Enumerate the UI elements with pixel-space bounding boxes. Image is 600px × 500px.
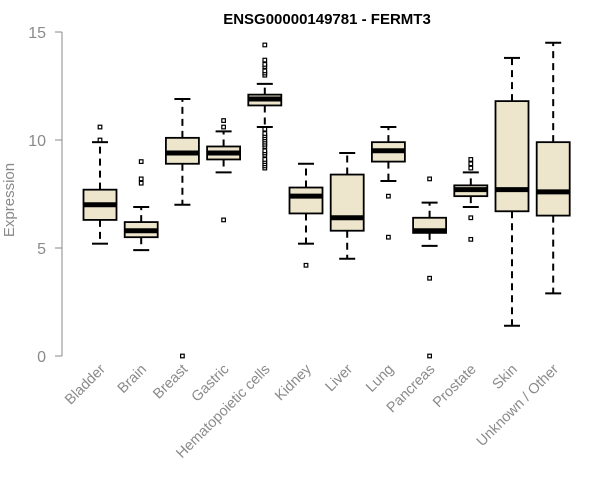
- outlier-point: [262, 126, 268, 132]
- iqr-box: [329, 173, 365, 232]
- iqr-box: [535, 141, 571, 217]
- box-skin: [494, 56, 530, 327]
- box-liver: [329, 151, 365, 260]
- outlier-point: [262, 61, 268, 67]
- y-axis: 0 5 10 15: [28, 25, 63, 366]
- box-unknown-other: [535, 41, 571, 295]
- box-pancreas: [412, 176, 448, 359]
- outlier-point: [262, 68, 268, 74]
- iqr-box: [288, 186, 324, 215]
- x-tick-label: Skin: [490, 362, 521, 393]
- box-brain: [123, 159, 159, 252]
- outlier-point: [262, 157, 268, 162]
- outlier-point: [468, 215, 474, 221]
- outlier-point: [468, 165, 474, 171]
- outlier-point: [262, 148, 268, 154]
- boxplot-series: [82, 41, 571, 359]
- outlier-point: [303, 262, 309, 268]
- x-tick-label: Prostate: [430, 362, 479, 411]
- y-tick-label: 15: [28, 25, 46, 42]
- y-tick-label: 5: [37, 241, 46, 258]
- outlier-point: [468, 161, 474, 167]
- outlier-point: [427, 176, 432, 182]
- box-hematopoietic-cells: [247, 42, 283, 171]
- outlier-point: [386, 193, 391, 199]
- outlier-point: [221, 217, 227, 223]
- outlier-point: [262, 42, 268, 48]
- outlier-point: [262, 131, 268, 136]
- x-tick-label: Brain: [115, 362, 150, 397]
- outlier-point: [468, 157, 474, 162]
- outlier-point: [427, 353, 432, 359]
- outlier-point: [97, 124, 103, 130]
- outlier-point: [468, 236, 474, 242]
- outlier-point: [221, 124, 227, 130]
- x-tick-label: Bladder: [62, 361, 109, 408]
- outlier-point: [262, 57, 268, 63]
- box-prostate: [453, 157, 489, 242]
- chart-title: ENSG00000149781 - FERMT3: [223, 11, 431, 28]
- y-tick-label: 0: [37, 349, 46, 366]
- outlier-point: [180, 353, 185, 359]
- box-gastric: [206, 118, 242, 223]
- outlier-point: [97, 137, 103, 143]
- y-axis-label: Expression: [1, 163, 18, 237]
- box-bladder: [82, 124, 118, 245]
- x-tick-label: Liver: [322, 361, 356, 395]
- y-tick-label: 10: [28, 133, 46, 150]
- box-kidney: [288, 162, 324, 268]
- outlier-point: [427, 275, 432, 281]
- outlier-point: [138, 159, 144, 165]
- box-breast: [164, 97, 200, 359]
- x-tick-label: Breast: [150, 362, 191, 403]
- x-tick-label: Kidney: [272, 361, 315, 404]
- outlier-point: [221, 118, 227, 123]
- iqr-box: [494, 100, 530, 213]
- box-lung: [370, 126, 406, 240]
- outlier-point: [138, 176, 144, 182]
- outlier-point: [386, 234, 391, 240]
- x-tick-label: Lung: [363, 362, 397, 396]
- outlier-point: [138, 180, 144, 186]
